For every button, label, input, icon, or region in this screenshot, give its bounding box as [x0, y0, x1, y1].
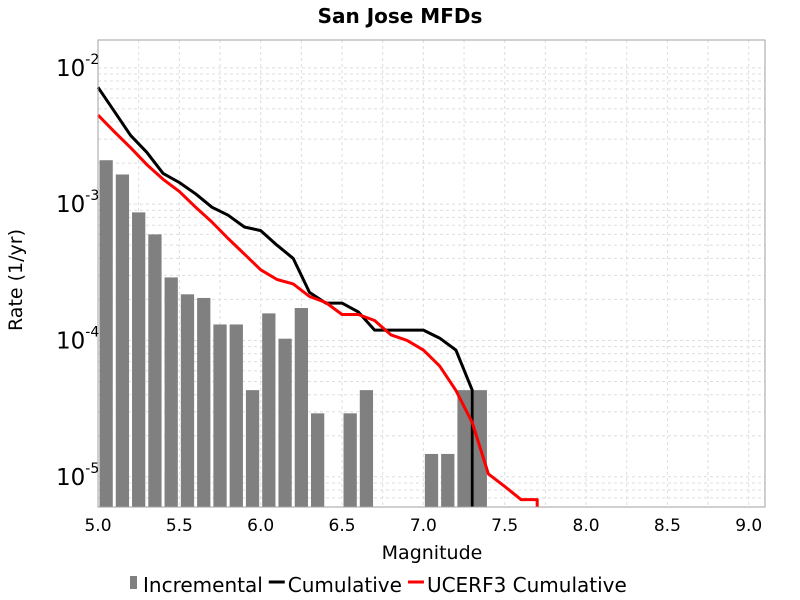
incremental-bar: [310, 413, 325, 507]
incremental-bar: [99, 160, 113, 507]
incremental-bar: [197, 297, 211, 507]
incremental-bar: [180, 294, 195, 507]
plot-frame: [97, 39, 766, 508]
legend-swatch-bar: [130, 576, 137, 589]
incremental-bar: [245, 390, 260, 507]
x-tick-label: 9.0: [735, 516, 762, 536]
legend: Incremental Cumulative UCERF3 Cumulative: [130, 573, 627, 597]
incremental-bar: [164, 277, 178, 507]
x-tick-label: 6.0: [247, 516, 274, 536]
y-tick-labels: 10-5 10-4 10-3 10-2: [56, 52, 99, 491]
x-tick-label: 7.0: [410, 516, 437, 536]
x-tick-label: 7.5: [491, 516, 518, 536]
incremental-bar: [115, 174, 130, 507]
incremental-bars: [99, 160, 487, 508]
x-tick-label: 8.5: [654, 516, 681, 536]
x-axis-label: Magnitude: [382, 542, 483, 564]
y-tick-label: 10-3: [56, 188, 99, 218]
x-tick-label: 5.0: [84, 516, 111, 536]
incremental-bar: [441, 453, 455, 507]
x-tick-labels: 5.0 5.5 6.0 6.5 7.0 7.5 8.0 8.5 9.0: [84, 516, 762, 536]
incremental-bar: [278, 338, 292, 507]
x-tick-label: 5.5: [166, 516, 193, 536]
y-tick-label: 10-2: [56, 52, 99, 82]
chart-title: San Jose MFDs: [318, 4, 483, 28]
incremental-bar: [424, 453, 439, 507]
x-tick-label: 8.0: [573, 516, 600, 536]
incremental-bar: [262, 313, 276, 507]
x-tick-label: 6.5: [329, 516, 356, 536]
incremental-bar: [213, 324, 227, 507]
series-line: [96, 114, 539, 507]
series-line: [96, 86, 474, 507]
y-tick-label: 10-4: [56, 324, 99, 354]
y-tick-label: 10-5: [56, 461, 99, 491]
incremental-bar: [343, 413, 357, 507]
incremental-bar: [294, 307, 308, 507]
legend-label: Cumulative: [288, 573, 402, 597]
incremental-bar: [229, 324, 243, 507]
legend-label: Incremental: [143, 573, 263, 597]
incremental-bar: [148, 234, 162, 507]
series-lines: [96, 86, 539, 507]
incremental-bar: [359, 390, 374, 507]
incremental-bar: [457, 390, 471, 507]
legend-label: UCERF3 Cumulative: [427, 573, 627, 597]
y-axis-label: Rate (1/yr): [5, 229, 27, 331]
incremental-bar: [132, 212, 146, 508]
